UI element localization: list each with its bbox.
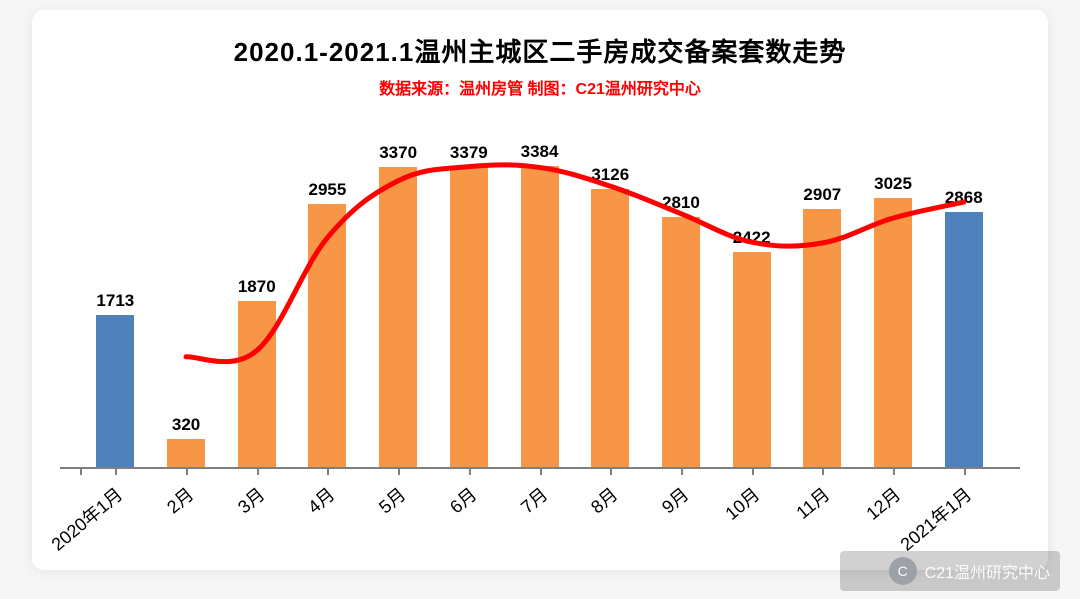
watermark-avatar-icon: C — [889, 557, 917, 585]
trend-line-path — [186, 165, 964, 362]
watermark-text: C21温州研究中心 — [925, 559, 1050, 583]
chart-title: 2020.1-2021.1温州主城区二手房成交备案套数走势 — [60, 32, 1020, 69]
chart-plot-area: 17132020年1月3202月18703月29554月33705月33796月… — [60, 127, 1020, 547]
chart-card: 2020.1-2021.1温州主城区二手房成交备案套数走势 数据来源：温州房管 … — [32, 10, 1048, 570]
watermark: C C21温州研究中心 — [889, 557, 1050, 585]
trend-line — [60, 127, 1020, 547]
watermark-avatar-label: C — [898, 563, 908, 579]
chart-subtitle: 数据来源：温州房管 制图：C21温州研究中心 — [60, 75, 1020, 99]
